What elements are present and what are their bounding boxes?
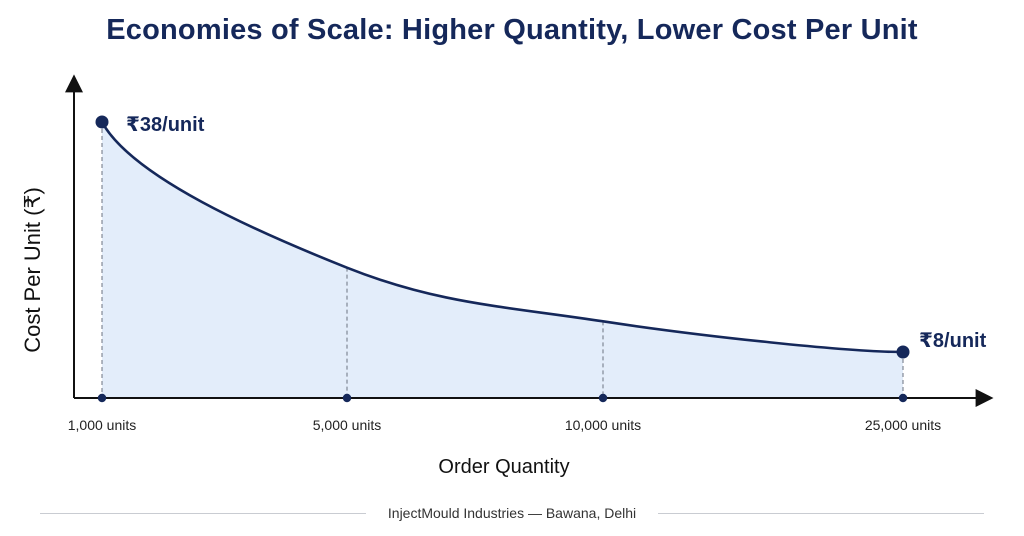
footer-rule-right <box>658 512 985 514</box>
x-tick-dot <box>598 393 608 403</box>
series-line <box>100 121 904 354</box>
area-fill <box>102 122 903 398</box>
y-axis-label: Cost Per Unit (₹) <box>20 187 45 353</box>
data-point <box>896 345 910 359</box>
x-tick-label: 10,000 units <box>565 417 641 433</box>
data-point <box>95 115 109 129</box>
x-tick-dot <box>342 393 352 403</box>
x-tick-label: 5,000 units <box>313 417 382 433</box>
x-axis-label: Order Quantity <box>438 456 569 478</box>
cost-curve-chart: 1,000 units 5,000 units 10,000 units 25,000… <box>20 74 994 478</box>
data-label: ₹8/unit <box>919 330 987 352</box>
x-tick-dot <box>898 393 908 403</box>
footer-text: InjectMould Industries — Bawana, Delhi <box>387 505 637 521</box>
x-tick-label: 25,000 units <box>865 417 941 433</box>
x-tick-dot <box>97 393 107 403</box>
footer: InjectMould Industries — Bawana, Delhi <box>40 500 985 526</box>
footer-rule-left <box>40 512 366 514</box>
x-tick-label: 1,000 units <box>68 417 137 433</box>
data-label: ₹38/unit <box>126 114 205 136</box>
chart-title: Economies of Scale: Higher Quantity, Low… <box>106 14 918 46</box>
